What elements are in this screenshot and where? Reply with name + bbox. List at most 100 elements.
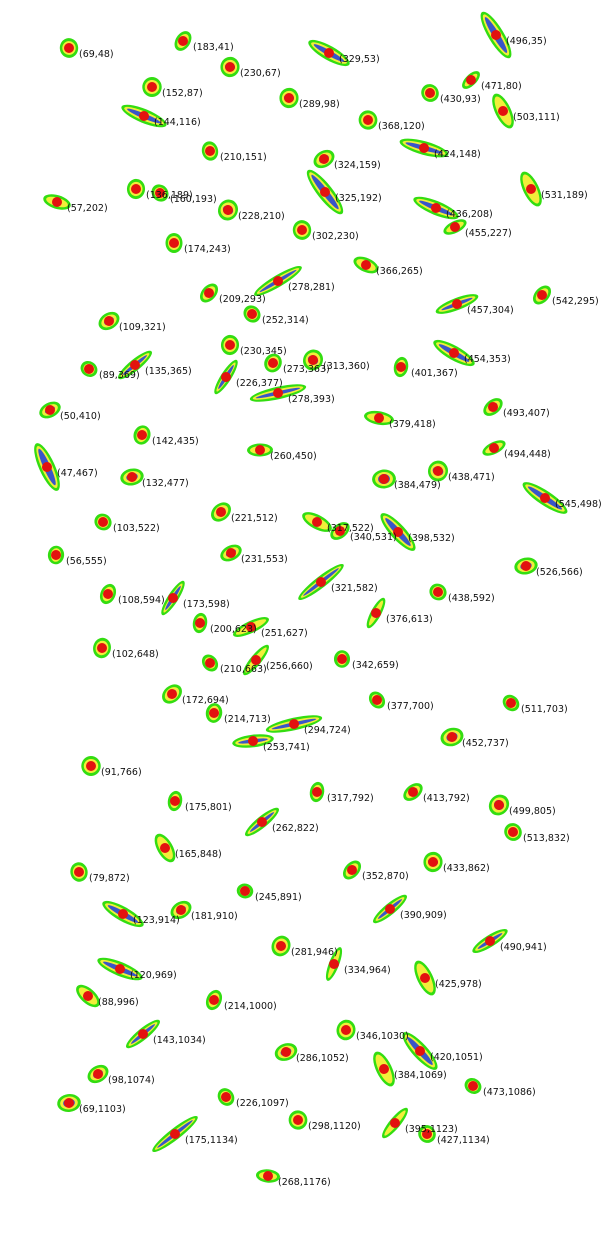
spot-centroid [147,82,157,92]
spot [142,77,162,97]
spot-label: (427,1134) [437,1135,490,1146]
spot-centroid [251,655,261,665]
spot-label: (132,477) [142,478,189,489]
spot [201,654,219,672]
spot-label: (390,909) [400,910,447,921]
spot [488,794,510,816]
spot [245,807,279,837]
spot-label: (398,532) [408,533,455,544]
spot-centroid [84,364,94,374]
spot [393,356,409,378]
spot-centroid [431,203,441,213]
spot-label: (342,659) [352,660,399,671]
spot-centroid [52,197,62,207]
spot-label: (317,522) [327,523,374,534]
spot-centroid [485,936,495,946]
spot-label: (120,969) [130,970,177,981]
spot [99,583,117,605]
spot [205,703,223,723]
spot-centroid [45,405,55,415]
spot [482,440,506,456]
spot-centroid [263,1171,273,1181]
spot [220,334,240,356]
spot [443,219,467,235]
spot [80,360,98,378]
spot-centroid [408,787,418,797]
spot [154,833,176,863]
spot-label: (109,321) [119,322,166,333]
spot-label: (181,910) [191,911,238,922]
spot-centroid [337,654,347,664]
spot-centroid [139,111,149,121]
spot-label: (496,35) [506,36,547,47]
spot-label: (499,805) [509,806,556,817]
spot [399,138,449,158]
spot-centroid [178,36,188,46]
spot [330,522,350,540]
spot [118,350,152,380]
spot-label: (123,914) [133,915,180,926]
spot-centroid [466,75,476,85]
spot-label: (278,393) [288,394,335,405]
spot [427,460,449,482]
spot-centroid [268,358,278,368]
spot-label: (368,120) [378,121,425,132]
spot [121,104,167,128]
spot-centroid [74,867,84,877]
spot-centroid [205,658,215,668]
spot-label: (325,192) [335,193,382,204]
spot-centroid [374,413,384,423]
spot [265,715,323,733]
spot-centroid [86,761,96,771]
spot [309,781,325,803]
spot [520,171,542,207]
spot-label: (395,1123) [405,1124,458,1135]
spot [440,727,464,747]
spot-centroid [169,238,179,248]
spot [39,401,61,419]
spot-centroid [168,593,178,603]
spot-label: (334,964) [344,965,391,976]
spot-centroid [415,1046,425,1056]
spot-label: (143,1034) [153,1035,206,1046]
spot [167,790,183,812]
spot-label: (152,87) [162,88,203,99]
spot-centroid [240,886,250,896]
spot-centroid [223,205,233,215]
spot-label: (302,230) [312,231,359,242]
spot-label: (436,208) [446,209,493,220]
spot-centroid [537,290,547,300]
spot-centroid [118,909,128,919]
spot-label: (542,295) [552,296,599,307]
spot-label: (252,314) [262,315,309,326]
spot [462,71,480,89]
spot [151,184,169,202]
spot-centroid [205,146,215,156]
spot-label: (69,48) [79,49,114,60]
spot [435,294,479,314]
spot [220,56,240,78]
spot [492,93,514,129]
spot-centroid [494,800,504,810]
spot [274,1043,298,1061]
spot-label: (346,1030) [356,1031,409,1042]
spot [502,694,520,712]
spot-centroid [385,904,395,914]
spot-label: (433,862) [443,863,490,874]
spot-centroid [425,88,435,98]
spot-label: (321,582) [331,583,378,594]
spot-centroid [209,708,219,718]
spot-centroid [130,360,140,370]
spot-centroid [170,1129,180,1139]
spot [161,580,185,616]
spot-centroid [526,184,536,194]
spot-label: (175,1134) [185,1135,238,1146]
spot-label: (340,531) [350,532,397,543]
spot [271,935,291,957]
spot-centroid [246,622,256,632]
spot-label: (50,410) [60,411,101,422]
spot-centroid [273,276,283,286]
spot-label: (452,737) [462,738,509,749]
spot [174,31,192,51]
spot-centroid [312,787,322,797]
